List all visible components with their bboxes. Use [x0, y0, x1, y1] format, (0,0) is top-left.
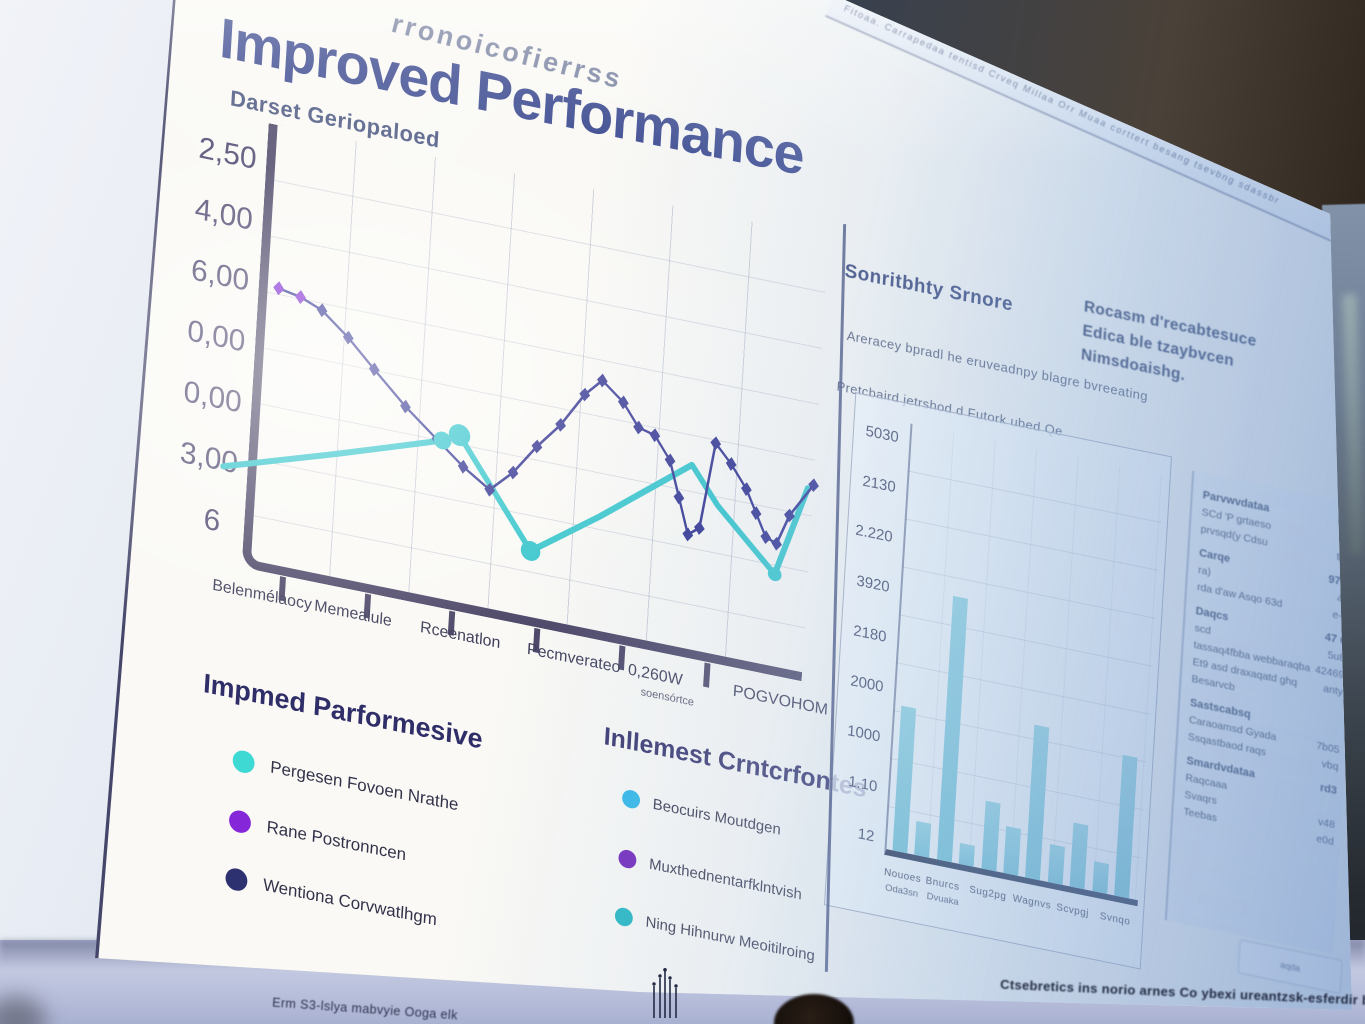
bar — [1114, 755, 1138, 899]
legend-item-label: Beocuirs Moutdgen — [652, 795, 782, 839]
legend-item: Muxthednentarfklntvish — [617, 848, 803, 904]
y-tick-label: 6,00 — [190, 253, 250, 298]
legend-dot-icon — [224, 866, 249, 893]
table-row-value — [1336, 802, 1337, 814]
y-tick-label: 2,50 — [197, 131, 258, 177]
legend-dot-icon — [232, 748, 256, 775]
x-tick-label: 0,260W — [627, 661, 684, 690]
table-row-label: scd — [1194, 621, 1212, 637]
x-tick-label: Belenmélaocy — [211, 576, 313, 614]
line-chart-series — [220, 281, 819, 582]
table-row-value — [1342, 703, 1343, 715]
bar — [1069, 822, 1089, 890]
legend-item-label: Ning Hihnurw Meoitilroing — [645, 912, 816, 965]
table-row-value: vbq — [1321, 757, 1339, 773]
bar — [958, 842, 976, 867]
legend-item: Wentiona Corvwatlhgm — [224, 866, 438, 931]
bar — [914, 820, 932, 858]
x-tick-label: Rceenatlon — [419, 618, 501, 653]
y-tick-label: 0,00 — [182, 374, 243, 420]
bar-y-tick-label: 12 — [857, 825, 875, 846]
y-tick-label: 6 — [202, 502, 222, 539]
footer-logo-icon — [644, 968, 686, 1024]
legend-item-label: Rane Postronncen — [266, 817, 407, 865]
table-row-value: rd3 — [1319, 781, 1338, 797]
x-tick-sublabel: soensórtce — [640, 686, 695, 709]
bar — [1025, 724, 1050, 881]
table-row-label: ra) — [1197, 563, 1212, 579]
x-tick-label: POGVOHOM — [732, 682, 829, 719]
table-row-value: e0d — [1316, 832, 1335, 848]
bar — [1047, 843, 1065, 885]
table-row-label: Teebas — [1183, 805, 1218, 824]
legend-item: Pergesen Fovoen Nrathe — [232, 748, 459, 817]
door-glass-reflection — [1342, 294, 1364, 555]
legend-dot-icon — [614, 906, 634, 928]
legend-dot-icon — [621, 788, 641, 810]
line-chart-plot-area — [220, 123, 829, 688]
legend-item: Ning Hihnurw Meoitilroing — [614, 906, 815, 965]
bar-chart-plot-area — [884, 423, 1164, 907]
table-row-value — [1340, 727, 1341, 739]
bar — [936, 595, 968, 863]
table-row-value: 7b05 — [1315, 739, 1340, 756]
x-tick-label: Pecmverateo — [526, 640, 621, 677]
bar-panel-heading: Sonritbhty Srnore — [844, 260, 1014, 316]
bar — [981, 800, 1001, 872]
x-tick-label: Memealule — [313, 597, 393, 631]
legend-item-label: Wentiona Corvwatlhgm — [262, 875, 438, 930]
sidebar-column: Rocasm d'recabtesuce Edica ble tzaybvcen N… — [1081, 250, 1352, 995]
table-row-value: v48 — [1317, 815, 1336, 831]
line-chart-y-axis: 2,50 4,00 6,00 0,00 0,00 3,00 6 — [170, 125, 257, 538]
y-tick-label: 3,00 — [179, 435, 239, 481]
legend-dot-icon — [228, 808, 252, 835]
legend-item-label: Muxthednentarfklntvish — [648, 855, 803, 904]
bar — [1091, 861, 1109, 894]
bar — [892, 705, 917, 854]
legend-item: Rane Postronncen — [228, 808, 407, 866]
y-tick-label: 4,00 — [193, 192, 254, 237]
legend-item: Beocuirs Moutdgen — [621, 788, 782, 839]
legend-dot-icon — [617, 848, 637, 870]
table-row-value: anty — [1322, 681, 1344, 698]
legend-item-label: Pergesen Fovoen Nrathe — [269, 757, 459, 815]
y-tick-label: 0,00 — [186, 314, 247, 359]
bar — [1003, 826, 1021, 876]
